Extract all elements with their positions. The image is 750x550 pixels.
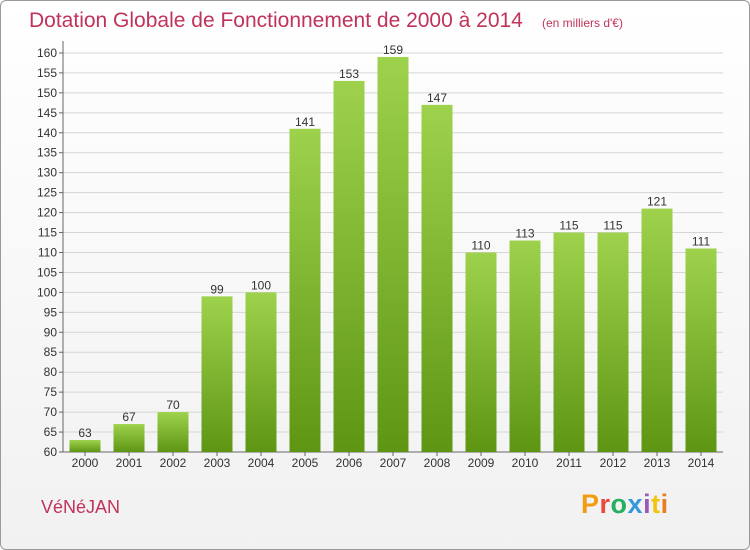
y-tick-label: 60 bbox=[44, 445, 58, 459]
labels: 60 65 70 75 80 85 90 95 100 105 110 115 120 125 130 135… bbox=[37, 43, 715, 470]
y-tick-label: 100 bbox=[37, 285, 57, 299]
bar-2007 bbox=[377, 56, 409, 453]
y-tick-label: 120 bbox=[37, 206, 57, 220]
y-tick-label: 140 bbox=[37, 126, 57, 140]
value-label: 70 bbox=[166, 398, 180, 412]
y-tick-label: 65 bbox=[44, 425, 58, 439]
y-tick-label: 110 bbox=[38, 245, 57, 259]
bar-2011 bbox=[553, 232, 585, 452]
x-tick-label: 2002 bbox=[160, 456, 187, 470]
bar-2010 bbox=[509, 240, 541, 452]
value-label: 111 bbox=[692, 235, 711, 249]
x-tick-label: 2000 bbox=[72, 456, 99, 470]
y-tick-label: 130 bbox=[37, 166, 57, 180]
bar-2004 bbox=[245, 292, 277, 452]
value-label: 121 bbox=[647, 195, 667, 209]
bar-2005 bbox=[289, 128, 321, 452]
logo-letter: o bbox=[610, 489, 628, 519]
x-tick-label: 2001 bbox=[116, 456, 143, 470]
y-tick-label: 150 bbox=[37, 86, 57, 100]
x-tick-label: 2009 bbox=[468, 456, 495, 470]
value-label: 67 bbox=[122, 410, 136, 424]
bar-2013 bbox=[641, 208, 673, 452]
value-label: 100 bbox=[251, 278, 271, 292]
y-tick-label: 70 bbox=[44, 405, 58, 419]
logo-letter: t bbox=[651, 489, 661, 519]
x-tick-label: 2010 bbox=[512, 456, 539, 470]
bars bbox=[69, 56, 717, 453]
x-tick-label: 2008 bbox=[424, 456, 451, 470]
bar-2000 bbox=[69, 440, 101, 452]
logo-letter: P bbox=[581, 489, 600, 519]
value-label: 99 bbox=[210, 282, 224, 296]
value-label: 115 bbox=[559, 219, 578, 233]
logo-letter: i bbox=[643, 489, 652, 519]
bar-2009 bbox=[465, 252, 497, 452]
y-tick-label: 115 bbox=[38, 226, 57, 240]
x-tick-label: 2011 bbox=[556, 456, 582, 470]
y-tick-label: 75 bbox=[44, 385, 58, 399]
y-tick-label: 105 bbox=[37, 265, 57, 279]
logo-letter: i bbox=[660, 489, 669, 519]
bar-2003 bbox=[201, 296, 233, 452]
value-label: 147 bbox=[427, 91, 447, 105]
value-label: 110 bbox=[471, 238, 490, 252]
y-tick-label: 125 bbox=[37, 186, 57, 200]
y-tick-label: 145 bbox=[37, 106, 57, 120]
value-label: 63 bbox=[78, 426, 92, 440]
x-tick-label: 2006 bbox=[336, 456, 363, 470]
bar-2002 bbox=[157, 412, 189, 452]
value-label: 153 bbox=[339, 67, 359, 81]
x-tick-label: 2013 bbox=[644, 456, 671, 470]
proxiti-logo[interactable]: Proxiti bbox=[581, 489, 669, 520]
x-tick-label: 2003 bbox=[204, 456, 231, 470]
bar-2012 bbox=[597, 232, 629, 452]
value-label: 115 bbox=[603, 219, 622, 233]
logo-letter: x bbox=[627, 489, 644, 519]
logo-letter: r bbox=[599, 489, 611, 519]
y-tick-label: 85 bbox=[44, 345, 58, 359]
bar-2006 bbox=[333, 80, 365, 452]
value-label: 113 bbox=[515, 227, 534, 241]
y-tick-label: 95 bbox=[44, 305, 58, 319]
x-tick-label: 2005 bbox=[292, 456, 319, 470]
bar-2014 bbox=[685, 248, 717, 452]
value-label: 141 bbox=[295, 115, 315, 129]
y-tick-label: 160 bbox=[37, 46, 57, 60]
bar-2008 bbox=[421, 104, 453, 453]
y-tick-label: 90 bbox=[44, 325, 58, 339]
x-tick-label: 2007 bbox=[380, 456, 407, 470]
x-tick-label: 2014 bbox=[688, 456, 715, 470]
y-tick-label: 80 bbox=[44, 365, 58, 379]
bar-2001 bbox=[113, 424, 145, 452]
x-tick-label: 2004 bbox=[248, 456, 275, 470]
chart-subtitle: (en milliers d'€) bbox=[542, 16, 623, 30]
x-tick-label: 2012 bbox=[600, 456, 627, 470]
chart-title: Dotation Globale de Fonctionnement de 20… bbox=[29, 9, 523, 32]
commune-name: VéNéJAN bbox=[41, 497, 121, 517]
y-tick-label: 155 bbox=[37, 66, 57, 80]
value-label: 159 bbox=[383, 43, 403, 57]
y-tick-label: 135 bbox=[37, 146, 57, 160]
